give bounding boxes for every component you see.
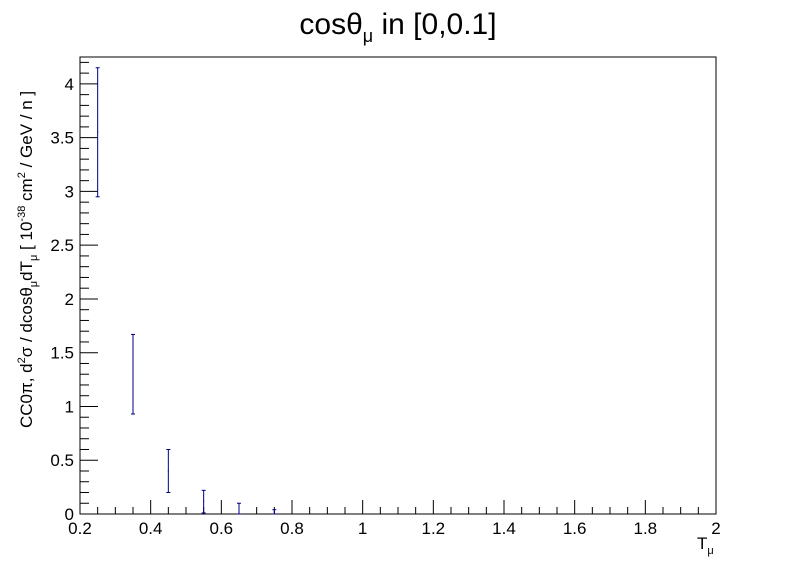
x-tick-label: 1.8 (634, 519, 658, 538)
x-axis-label: Tμ (697, 534, 714, 557)
y-tick-label: 0 (65, 505, 74, 524)
x-tick-label: 1 (358, 519, 367, 538)
y-tick-label: 2 (65, 290, 74, 309)
x-tick-label: 0.8 (280, 519, 304, 538)
y-axis-label: CC0π, d2σ / dcosθμdTμ [ 10-38 cm2 / GeV … (16, 91, 40, 428)
x-tick-labels: 0.2 0.4 0.6 0.8 1 1.2 1.4 1.6 1.8 2 (68, 519, 721, 538)
y-tick-label: 2.5 (50, 236, 74, 255)
x-tick-label: 0.4 (139, 519, 163, 538)
x-tick-label: 0.2 (68, 519, 92, 538)
x-tick-label: 1.6 (563, 519, 587, 538)
y-tick-label: 0.5 (50, 451, 74, 470)
data-point (237, 502, 241, 515)
data-point (166, 448, 171, 493)
y-tick-label: 1 (65, 397, 74, 416)
data-marks (95, 67, 277, 515)
y-tick-label: 4 (65, 75, 74, 94)
x-tick-label: 0.6 (210, 519, 234, 538)
y-tick-label: 3.5 (50, 129, 74, 148)
y-tick-label: 3 (65, 182, 74, 201)
data-point (201, 489, 206, 514)
y-tick-label: 1.5 (50, 344, 74, 363)
data-point (95, 67, 100, 198)
plot-frame (79, 56, 717, 515)
chart-title: cosθμ in [0,0.1] (299, 8, 496, 46)
x-tick-label: 2 (711, 519, 720, 538)
data-point (131, 333, 135, 415)
x-tick-label: 1.2 (422, 519, 446, 538)
data-point (272, 509, 277, 515)
y-tick-labels: 0 0.5 1 1.5 2 2.5 3 3.5 4 (50, 75, 74, 524)
x-tick-label: 1.4 (492, 519, 516, 538)
axis-ticks (79, 61, 717, 515)
